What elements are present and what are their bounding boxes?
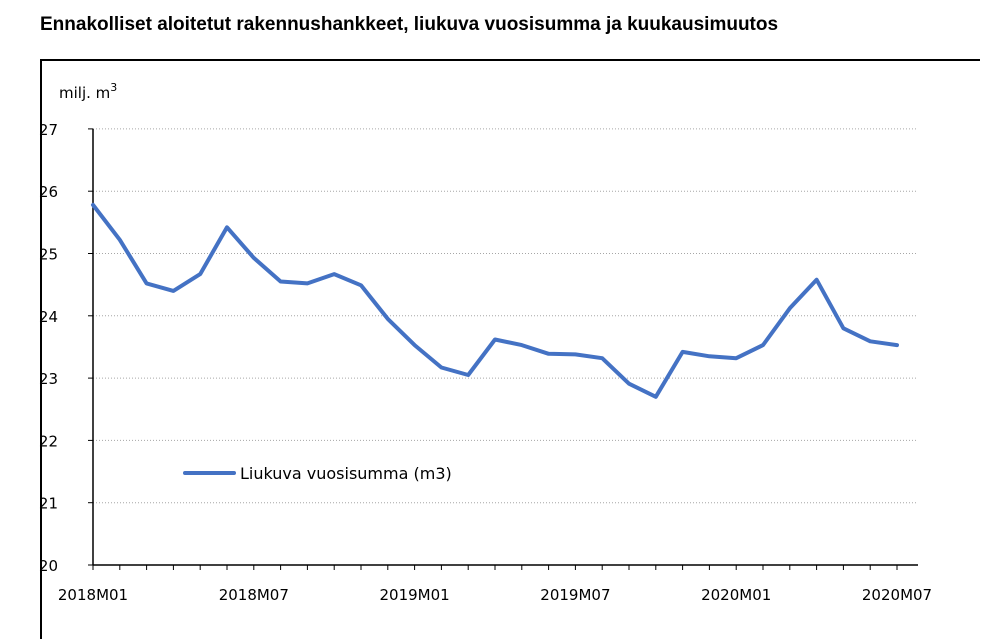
x-tick-label: 2020M01 (701, 586, 771, 604)
y-tick-label: 27 (39, 121, 58, 139)
y-tick-label: 25 (39, 246, 58, 264)
y-tick-label: 21 (39, 495, 58, 513)
x-tick-labels: 2018M01 2018M07 2019M01 2019M07 2020M01 2020M… (58, 586, 932, 604)
chart-title: Ennakolliset aloitetut rakennushankkeet,… (40, 14, 779, 35)
series-line (91, 202, 899, 399)
y-tick-label: 23 (39, 370, 58, 388)
y-tick-label: 22 (39, 432, 58, 450)
legend-label: Liukuva vuosisumma (m3) (240, 464, 452, 483)
x-tick-label: 2018M01 (58, 586, 128, 604)
legend: Liukuva vuosisumma (m3) (183, 464, 452, 483)
y-tick-label: 20 (39, 557, 58, 575)
y-tick-labels: 20 21 22 23 24 25 26 27 (39, 121, 58, 575)
y-tick-label: 26 (39, 183, 58, 201)
x-tick-label: 2018M07 (219, 586, 289, 604)
x-tick-label: 2019M01 (379, 586, 449, 604)
y-unit-sup: 3 (110, 81, 117, 94)
y-unit-label: milj. m3 (59, 81, 117, 102)
series-lines (91, 202, 899, 399)
y-unit-base: milj. m (59, 84, 110, 102)
x-tick-label: 2020M07 (862, 586, 932, 604)
y-tick-label: 24 (39, 308, 58, 326)
axes (88, 128, 918, 570)
x-tick-label: 2019M07 (540, 586, 610, 604)
grid-lines (93, 128, 918, 504)
chart-frame (40, 59, 980, 639)
